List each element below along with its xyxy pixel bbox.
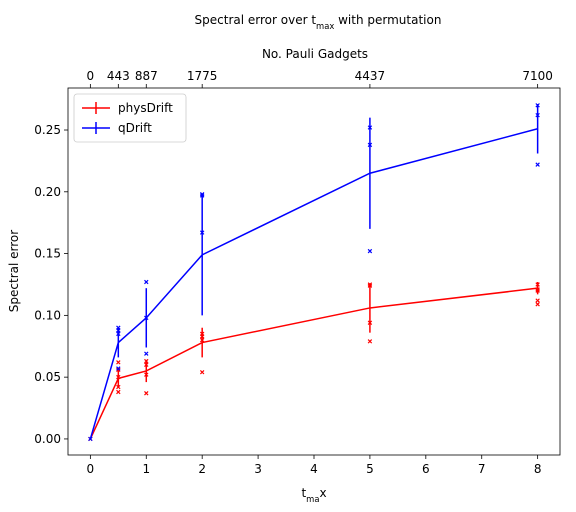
- x-tick-label: 7: [478, 462, 486, 476]
- y-tick-label: 0.25: [34, 123, 61, 137]
- sample-marker: [116, 389, 121, 395]
- top-tick-label: 443: [107, 69, 130, 83]
- sample-marker: [367, 248, 373, 254]
- top-tick-label: 7100: [522, 69, 553, 83]
- x-axis-label-part: x: [319, 486, 326, 500]
- y-tick-label: 0.10: [34, 308, 61, 322]
- y-tick-label: 0.05: [34, 370, 61, 384]
- chart-title-part: Spectral error over: [195, 13, 312, 27]
- sample-marker: [116, 360, 121, 365]
- top-tick-label: 1775: [187, 69, 218, 83]
- chart-title: Spectral error over tmax with permutatio…: [195, 13, 442, 31]
- sample-marker: [144, 390, 149, 396]
- sample-marker: [116, 366, 121, 371]
- top-tick-label: 887: [135, 69, 158, 83]
- sample-marker: [116, 367, 121, 372]
- series-line: [89, 128, 538, 440]
- x-tick-label: 0: [87, 462, 95, 476]
- x-tick-label: 1: [142, 462, 150, 476]
- sample-marker: [535, 302, 540, 307]
- legend-label: qDrift: [118, 121, 152, 135]
- series-line: [89, 287, 538, 440]
- y-tick-label: 0.15: [34, 247, 61, 261]
- sample-marker: [535, 298, 540, 303]
- x-axis-label-part: t: [301, 486, 306, 500]
- sample-marker: [367, 339, 373, 344]
- sample-marker: [144, 279, 149, 285]
- y-axis-label: Spectral error: [7, 230, 21, 312]
- x-tick-label: 5: [366, 462, 374, 476]
- sample-marker: [199, 369, 205, 375]
- x-tick-label: 6: [422, 462, 430, 476]
- chart-title-part: max: [316, 21, 334, 31]
- top-axis-label: No. Pauli Gadgets: [262, 47, 368, 61]
- sample-marker: [144, 351, 149, 356]
- sample-marker: [199, 192, 205, 197]
- sample-marker: [535, 162, 540, 167]
- chart-title-part: with permutation: [334, 13, 441, 27]
- x-tick-label: 4: [310, 462, 318, 476]
- x-tick-label: 2: [198, 462, 206, 476]
- x-tick-label: 3: [254, 462, 262, 476]
- x-tick-label: 8: [534, 462, 542, 476]
- y-tick-label: 0.20: [34, 185, 61, 199]
- top-tick-label: 4437: [355, 69, 386, 83]
- top-tick-label: 0: [87, 69, 95, 83]
- legend-box: [73, 93, 187, 143]
- x-axis-label-part: ma: [306, 494, 319, 504]
- chart-title-part: t: [311, 13, 316, 27]
- x-axis-label: tmax: [301, 486, 326, 504]
- y-tick-label: 0.00: [34, 432, 61, 446]
- legend-label: physDrift: [118, 101, 173, 115]
